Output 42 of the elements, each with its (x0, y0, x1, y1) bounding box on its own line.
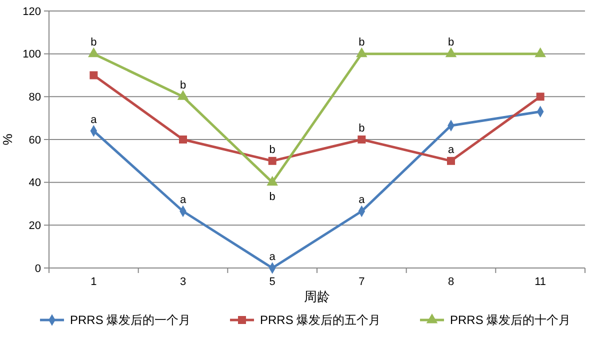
y-tick-label: 40 (28, 177, 41, 190)
x-tick-label: 8 (448, 276, 454, 288)
point (358, 136, 366, 144)
annotation: b (448, 36, 454, 49)
y-tick-label: 120 (22, 6, 41, 18)
legend-label: PRRS 爆发后的一个月 (70, 313, 191, 328)
legend-label: PRRS 爆发后的十个月 (450, 313, 571, 328)
annotation: b (180, 80, 186, 92)
annotation: b (358, 36, 365, 49)
y-tick-label: 100 (22, 48, 41, 61)
x-tick-label: 11 (534, 276, 546, 288)
y-axis-title: % (0, 133, 15, 146)
annotation: a (358, 194, 366, 206)
point (268, 156, 276, 165)
annotation: b (269, 191, 276, 204)
x-axis-title: 周龄 (304, 289, 330, 304)
x-tick-label: 1 (90, 276, 97, 288)
point (356, 47, 368, 58)
y-tick-label: 80 (28, 92, 41, 104)
point (90, 71, 98, 80)
y-tick-label: 60 (28, 134, 41, 146)
y-tick-label: 0 (34, 262, 41, 275)
point (534, 47, 546, 58)
annotation: a (269, 250, 276, 263)
annotation: a (90, 114, 98, 126)
point (177, 90, 189, 100)
point (88, 47, 100, 58)
y-tick-label: 20 (28, 220, 41, 232)
x-tick-label: 5 (269, 276, 276, 288)
x-tick-label: 3 (180, 276, 186, 288)
annotation: b (269, 144, 276, 156)
annotation: b (358, 122, 365, 134)
annotation: a (180, 194, 187, 206)
point (445, 47, 457, 58)
point (536, 92, 544, 101)
point (447, 156, 455, 165)
point (266, 176, 278, 186)
legend-label: PRRS 爆发后的五个月 (260, 313, 381, 328)
annotation: a (448, 144, 455, 156)
annotation: b (90, 36, 97, 49)
point (179, 136, 187, 144)
x-tick-label: 7 (358, 276, 365, 288)
